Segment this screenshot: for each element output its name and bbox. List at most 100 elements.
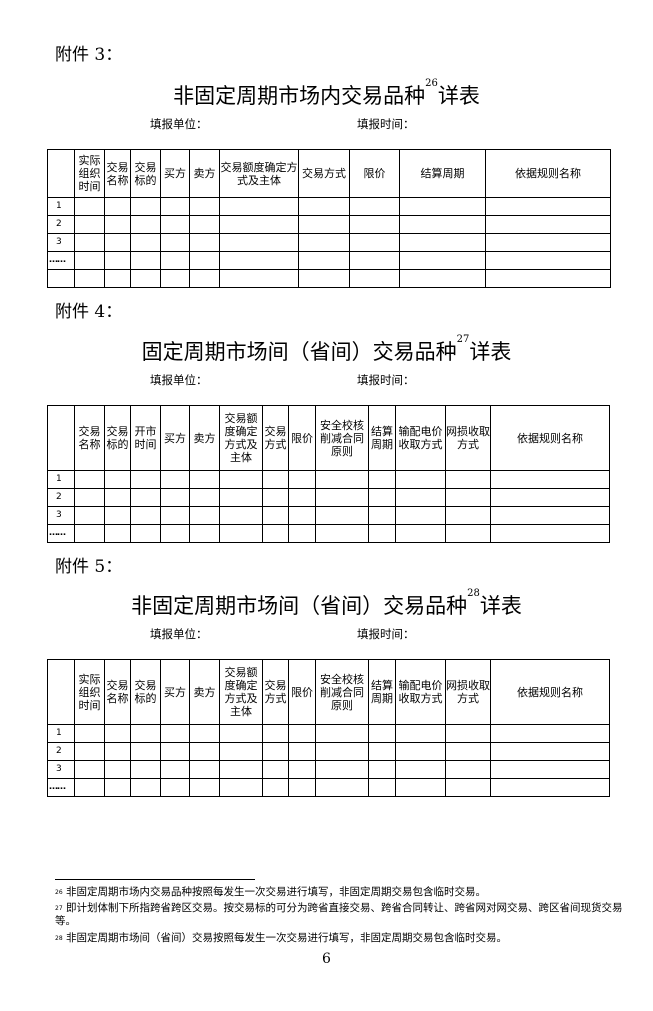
table-cell: [130, 724, 161, 743]
column-header: 网损收取方式: [445, 405, 491, 471]
column-header: 依据规则名称: [490, 659, 610, 725]
table-cell: [130, 470, 161, 489]
table-cell: [395, 742, 446, 761]
column-header: 交易标的: [104, 405, 131, 471]
table-cell: [395, 760, 446, 779]
table-cell: [219, 506, 263, 525]
annex-5-table: 实际组织时间 交易名称 交易标的 买方 卖方 交易额度确定方式及主体 交易方式 限价 安全校核削…: [47, 659, 610, 797]
table-cell: [219, 269, 299, 288]
table-cell: [160, 233, 190, 252]
table-cell: [104, 724, 131, 743]
table-cell: [395, 470, 446, 489]
table-cell: [160, 724, 190, 743]
annex-5-label: 附件 5：: [55, 557, 123, 577]
table-cell: [368, 488, 396, 507]
table-cell: [298, 269, 350, 288]
table-cell: [445, 760, 491, 779]
column-header: 网损收取方式: [445, 659, 491, 725]
row-number: 2: [47, 488, 75, 507]
fill-unit-label: 填报单位：: [150, 117, 208, 131]
table-cell: [74, 197, 105, 216]
table-cell: [130, 524, 161, 543]
row-number: ……: [47, 778, 75, 797]
row-number: 3: [47, 233, 75, 252]
footnote-ref: 27: [456, 334, 470, 345]
table-row: 1: [47, 470, 610, 489]
table-cell: [74, 778, 105, 797]
table-cell: [160, 470, 190, 489]
table-cell: [485, 197, 611, 216]
table-cell: [298, 233, 350, 252]
table-cell: [349, 251, 400, 270]
table-cell: [189, 524, 220, 543]
table-cell: [104, 742, 131, 761]
footnote-num: 28: [55, 935, 63, 942]
column-header: 交易方式: [262, 659, 289, 725]
table-cell: [130, 760, 161, 779]
table-cell: [349, 197, 400, 216]
table-cell: [262, 778, 289, 797]
table-cell: [219, 233, 299, 252]
column-header: [47, 405, 75, 471]
table-cell: [262, 506, 289, 525]
table-cell: [315, 506, 369, 525]
annex-3-title: 非固定周期市场内交易品种26详表: [0, 78, 653, 110]
table-cell: [189, 269, 220, 288]
footnote-text: 非固定周期市场间（省间）交易按照每发生一次交易进行填写，非固定周期交易包含临时交…: [65, 932, 507, 944]
annex-3-table: 实际组织时间 交易名称 交易标的 买方 卖方 交易额度确定方式及主体 交易方式 限价 结算周期依…: [47, 149, 611, 288]
table-row: 2: [47, 488, 610, 507]
column-header: 开市时间: [130, 405, 161, 471]
column-header: 买方: [160, 149, 190, 198]
column-header: 交易额度确定方式及主体: [219, 405, 263, 471]
table-cell: [445, 470, 491, 489]
column-header: 卖方: [189, 405, 220, 471]
table-cell: [315, 760, 369, 779]
title-text: 固定周期市场间（省间）交易品种: [141, 340, 457, 364]
annex-4-label: 附件 4：: [55, 302, 123, 322]
table-cell: [104, 488, 131, 507]
table-cell: [395, 506, 446, 525]
table-cell: [160, 269, 190, 288]
row-number: 3: [47, 760, 75, 779]
table-cell: [74, 760, 105, 779]
footnote-text: 即计划体制下所指跨省跨区交易。按交易标的可分为跨省直接交易、跨省合同转让、跨省网…: [55, 902, 623, 927]
table-cell: [104, 470, 131, 489]
table-cell: [315, 778, 369, 797]
table-cell: [104, 760, 131, 779]
table-cell: [298, 197, 350, 216]
table-cell: [490, 742, 610, 761]
column-header: 结算周期: [368, 659, 396, 725]
header-row: 实际组织时间 交易名称 交易标的 买方 卖方 交易额度确定方式及主体 交易方式 限价 结算周期依…: [47, 149, 611, 198]
title-text: 非固定周期市场内交易品种: [173, 84, 426, 108]
table-cell: [104, 269, 131, 288]
column-header: 依据规则名称: [485, 149, 611, 198]
table-cell: [262, 524, 289, 543]
table-cell: [445, 724, 491, 743]
row-number: 1: [47, 197, 75, 216]
table-cell: [445, 524, 491, 543]
column-header: 交易方式: [262, 405, 289, 471]
table-cell: [219, 197, 299, 216]
table-row: ……: [47, 778, 610, 797]
table-cell: [74, 269, 105, 288]
row-number: 2: [47, 215, 75, 234]
table-cell: [445, 778, 491, 797]
table-cell: [74, 470, 105, 489]
table-cell: [288, 778, 316, 797]
page-number: 6: [322, 951, 331, 967]
annex-3-label: 附件 3：: [55, 45, 123, 65]
fill-time-label: 填报时间：: [357, 117, 415, 131]
table-cell: [445, 488, 491, 507]
table-cell: [219, 760, 263, 779]
column-header: 输配电价收取方式: [395, 659, 446, 725]
table-cell: [104, 215, 131, 234]
table-cell: [74, 488, 105, 507]
footnote-ref: 28: [467, 588, 480, 599]
table-cell: [130, 197, 161, 216]
table-cell: [104, 506, 131, 525]
table-row: [47, 269, 611, 288]
table-cell: [160, 742, 190, 761]
table-cell: [315, 488, 369, 507]
table-cell: [130, 488, 161, 507]
column-header: 买方: [160, 659, 190, 725]
